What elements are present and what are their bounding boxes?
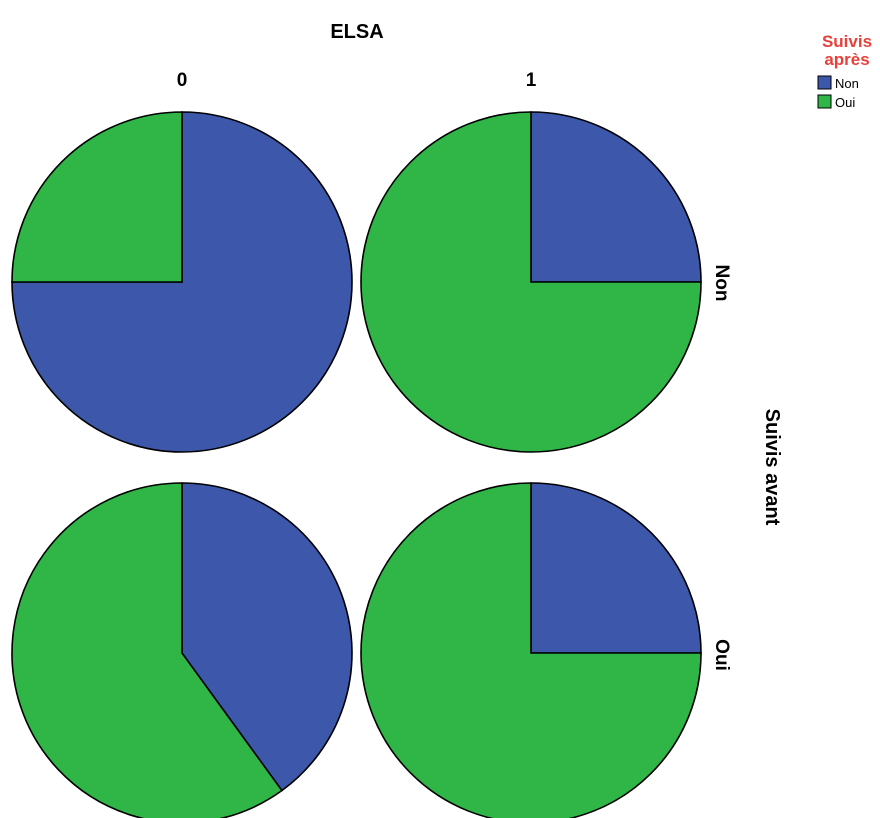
pie-slice-oui [11,111,183,283]
legend: Suivis après Non Oui [817,32,872,110]
row-title: Suivis avant [761,409,783,526]
pie-slice-oui [11,482,284,818]
legend-label-oui: Oui [835,95,855,110]
pie-non-0 [11,111,353,453]
pie-slice-non [530,482,702,654]
column-title: ELSA [330,21,383,43]
legend-title-line2: après [824,50,869,69]
pie-slice-non [11,111,353,453]
row-label-oui: Oui [711,639,732,671]
pie-slice-non [181,482,353,792]
column-label-0: 0 [177,70,188,91]
pie-oui-0 [11,482,353,818]
column-label-1: 1 [526,70,537,91]
row-label-non: Non [711,265,732,302]
pie-slice-oui [360,482,702,818]
pie-slice-oui [360,111,702,453]
legend-swatch-non [817,75,832,90]
pie-non-1 [360,111,702,453]
legend-label-non: Non [835,76,859,91]
pie-slice-non [530,111,702,283]
legend-title-line1: Suivis [822,32,872,51]
legend-swatch-oui [817,94,832,109]
pie-oui-1 [360,482,702,818]
